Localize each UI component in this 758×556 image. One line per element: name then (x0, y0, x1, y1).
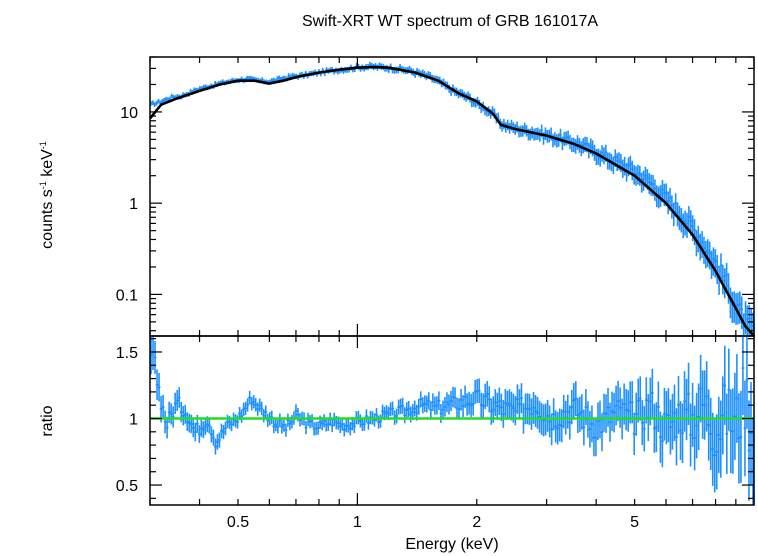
model-curve-group (148, 65, 755, 337)
ratio-ylabel: ratio (39, 405, 56, 436)
x-tick-label: 0.5 (227, 514, 249, 531)
x-axis-label: Energy (keV) (405, 536, 498, 553)
spectrum-axis-ticks (149, 56, 755, 336)
spectrum-ylabel: counts s-1 keV-1 (38, 141, 56, 249)
model-curve (148, 65, 755, 337)
ylabel-sup2: -1 (38, 141, 48, 149)
ratio-data-points (149, 336, 755, 505)
spectrum-ytick-label: 10 (120, 105, 138, 122)
spectrum-panel: 10 1 0.1 (116, 56, 755, 337)
ratio-ytick-labels: 1.5 1 0.5 (116, 345, 138, 495)
ratio-panel: 1.5 1 0.5 0.5 1 2 5 (116, 335, 755, 531)
spectrum-ytick-label: 1 (129, 196, 138, 213)
ratio-ytick-label: 1.5 (116, 345, 138, 362)
spectrum-ytick-label: 0.1 (116, 287, 138, 304)
ratio-ytick-label: 1 (129, 412, 138, 429)
spectrum-plot-frame (149, 56, 755, 337)
ylabel-mid: keV (39, 149, 56, 181)
ratio-plot-frame (149, 335, 755, 506)
x-tick-label: 5 (630, 514, 639, 531)
ratio-axis-ticks (149, 336, 755, 505)
spectrum-ytick-labels: 10 1 0.1 (116, 105, 138, 304)
chart-title: Swift-XRT WT spectrum of GRB 161017A (302, 13, 598, 30)
ratio-xtick-labels: 0.5 1 2 5 (227, 514, 639, 531)
x-tick-label: 1 (353, 514, 362, 531)
spectrum-data-points (149, 61, 755, 336)
ylabel-main: counts s (39, 189, 56, 249)
x-tick-label: 2 (472, 514, 481, 531)
ratio-ytick-label: 0.5 (116, 478, 138, 495)
ylabel-sup1: -1 (38, 181, 48, 189)
